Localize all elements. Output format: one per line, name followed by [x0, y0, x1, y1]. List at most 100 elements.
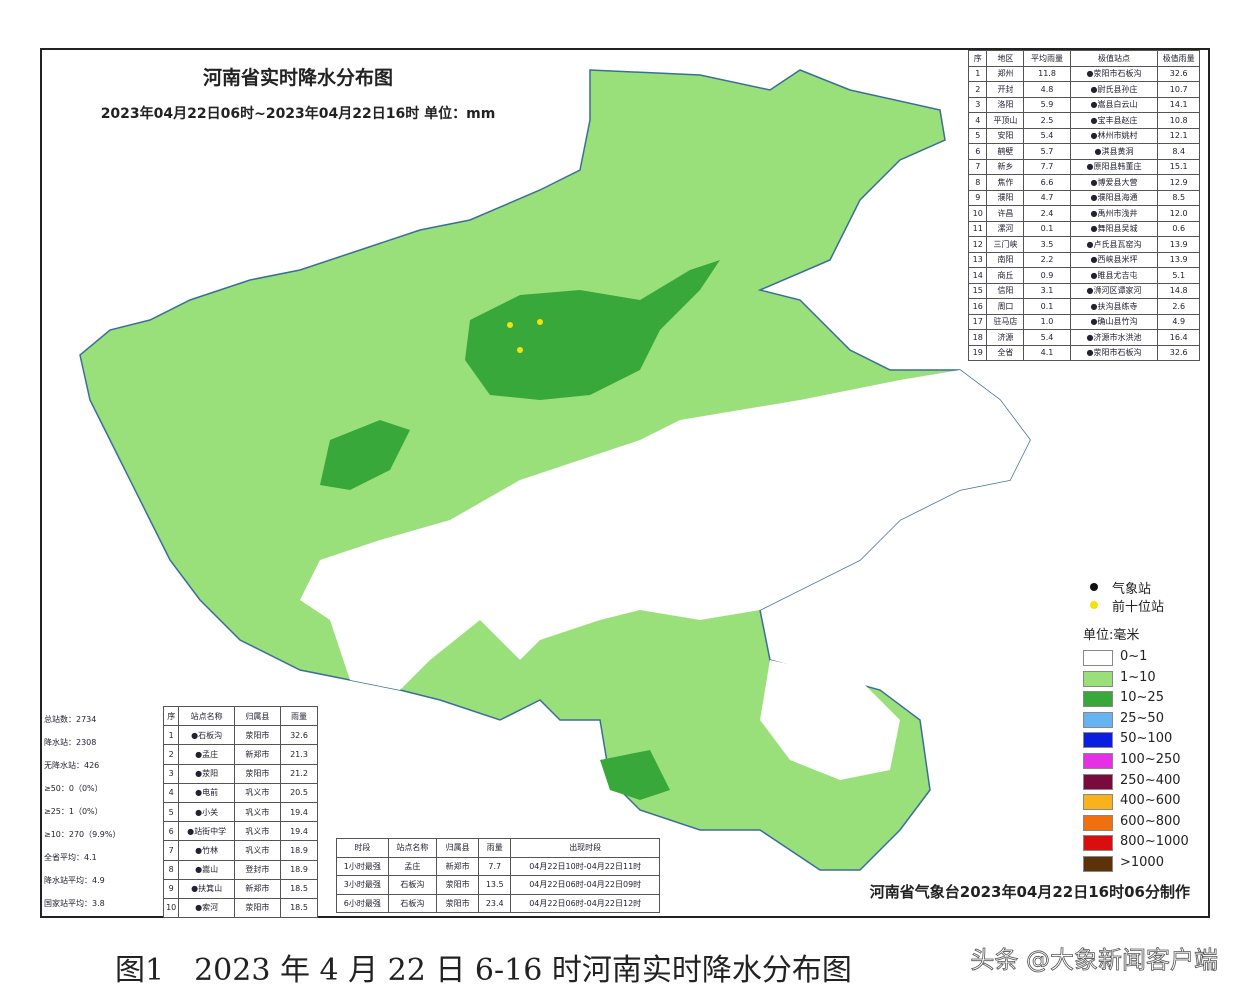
table-cell: 巩义市	[233, 821, 282, 842]
table-cell: 5.1	[1157, 267, 1200, 284]
table-cell: 11.8	[1023, 65, 1071, 82]
table-cell: ●小关	[178, 801, 235, 823]
map-title: 河南省实时降水分布图	[203, 66, 393, 89]
table-cell: 安阳	[986, 127, 1025, 144]
legend-swatch	[1083, 835, 1113, 852]
table-cell: 焦作	[986, 174, 1025, 191]
table-cell: 10	[162, 897, 180, 919]
top-station-dot	[1090, 601, 1098, 609]
table-cell: ●索河	[178, 897, 235, 919]
city-table: 序地区 平均雨量 极值站点 极值雨量 1 郑州 11.8 ●荥阳市石板沟 32.6 2 开封 4.8 ●…	[967, 50, 1200, 361]
legend-swatch	[1083, 814, 1113, 831]
stats-box: 总站数：2734 降水站：2308 无降水站：426 ≥50：0（0%） ≥25：1（0…	[44, 708, 160, 915]
legend-label: 0~1	[1120, 649, 1148, 664]
table-cell: ●博爱县大营	[1069, 174, 1159, 191]
table-cell: 0.9	[1023, 267, 1071, 284]
table-cell: ●濮阳县海通	[1069, 189, 1159, 206]
table-cell: 极值站点	[1069, 50, 1159, 67]
table-cell: 极值雨量	[1157, 50, 1200, 67]
table-row: 15 信阳 3.1 ●浉河区谭家河 14.8	[967, 282, 1200, 299]
table-row: 9 濮阳 4.7 ●濮阳县海通 8.5	[967, 189, 1200, 206]
table-cell: 新郑市	[436, 856, 480, 876]
table-cell: 漯河	[986, 220, 1025, 237]
table-cell: 15	[967, 282, 988, 299]
dry-area	[760, 660, 900, 780]
table-cell: 5	[967, 127, 988, 144]
table-cell: 荥阳市	[233, 897, 282, 919]
table-cell: 13.5	[478, 875, 512, 895]
table-cell: 序	[162, 705, 180, 727]
table-cell: 2.2	[1023, 251, 1071, 268]
table-row: 3 ●荥阳 荥阳市 21.2	[162, 763, 318, 784]
table-cell: 0.6	[1157, 220, 1200, 237]
table-cell: 3	[162, 763, 180, 784]
table-cell: 4.1	[1023, 344, 1071, 361]
top-station-dot	[517, 347, 523, 353]
table-cell: ●荥阳	[178, 763, 235, 784]
table-cell: 归属县	[233, 705, 282, 727]
table-cell: 站点名称	[387, 838, 438, 858]
table-cell: 13.9	[1157, 251, 1200, 268]
table-cell: 全省	[986, 344, 1025, 361]
table-row: 序站点名称 归属县 雨量	[162, 705, 318, 727]
table-row: 序地区 平均雨量 极值站点 极值雨量	[967, 50, 1200, 67]
table-cell: 18.5	[280, 897, 318, 919]
table-cell: 17	[967, 313, 988, 330]
table-cell: 8.4	[1157, 143, 1200, 160]
table-row: 5 安阳 5.4 ●林州市姚村 12.1	[967, 127, 1200, 144]
legend-swatch	[1083, 753, 1113, 769]
table-cell: 21.3	[280, 744, 318, 765]
legend-swatch	[1083, 856, 1113, 872]
table-cell: 序	[967, 50, 988, 67]
stat-line: 国家站平均：3.8	[44, 899, 105, 908]
legend-swatch	[1083, 732, 1113, 749]
legend-swatch	[1083, 794, 1113, 811]
table-cell: 13.9	[1157, 236, 1200, 253]
table-cell: 14.8	[1157, 282, 1200, 299]
table-cell: 8.5	[1157, 189, 1200, 206]
table-cell: 14	[967, 267, 988, 284]
table-cell: 04月22日06时-04月22日09时	[510, 875, 660, 895]
table-cell: 32.6	[1157, 65, 1200, 82]
station-dot	[1090, 583, 1098, 591]
table-row: 3小时最强 石板沟 荥阳市 13.5 04月22日06时-04月22日09时	[336, 875, 660, 895]
table-cell: 10	[967, 205, 988, 222]
table-cell: 5.9	[1023, 96, 1071, 113]
table-cell: 15.1	[1157, 158, 1200, 175]
table-cell: 2.6	[1157, 298, 1200, 315]
legend-label: 50~100	[1120, 731, 1173, 747]
legend-swatch	[1083, 691, 1113, 708]
table-cell: ●竹林	[178, 840, 235, 861]
table-row: 4 ●电前 巩义市 20.5	[162, 782, 318, 803]
table-cell: 雨量	[478, 838, 512, 858]
legend-swatch	[1083, 650, 1113, 666]
table-cell: 32.6	[280, 725, 318, 746]
table-cell: ●孟庄	[178, 744, 235, 765]
table-cell: 荥阳市	[436, 893, 480, 913]
table-cell: 0.1	[1023, 298, 1071, 315]
legend-swatch	[1083, 773, 1113, 790]
table-cell: 5.4	[1023, 329, 1071, 346]
table-cell: 19	[967, 344, 988, 361]
table-cell: 4.9	[1157, 313, 1200, 330]
table-cell: 7.7	[1023, 158, 1071, 175]
table-row: 10 许昌 2.4 ●禹州市浅井 12.0	[967, 205, 1200, 222]
heavy-rain-area	[600, 750, 670, 800]
legend-label: >1000	[1120, 855, 1164, 870]
table-cell: 04月22日06时-04月22日12时	[510, 893, 660, 913]
table-cell: ●睢县尤吉屯	[1069, 267, 1159, 284]
table-row: 1 ●石板沟 荥阳市 32.6	[162, 725, 318, 746]
table-cell: ●卢氏县瓦窑沟	[1069, 236, 1159, 253]
caption: 图1 2023 年 4 月 22 日 6-16 时河南实时降水分布图	[115, 953, 852, 988]
table-cell: 商丘	[986, 267, 1025, 284]
stat-line: ≥10：270（9.9%）	[44, 830, 121, 839]
table-cell: 巩义市	[233, 801, 282, 823]
table-cell: 10.8	[1157, 112, 1200, 129]
table-cell: 16	[967, 298, 988, 315]
legend-unit: 单位:毫米	[1083, 628, 1140, 643]
table-row: 13 南阳 2.2 ●西峡县米坪 13.9	[967, 251, 1200, 268]
table-cell: 6	[162, 821, 180, 842]
table-cell: 16.4	[1157, 329, 1200, 346]
